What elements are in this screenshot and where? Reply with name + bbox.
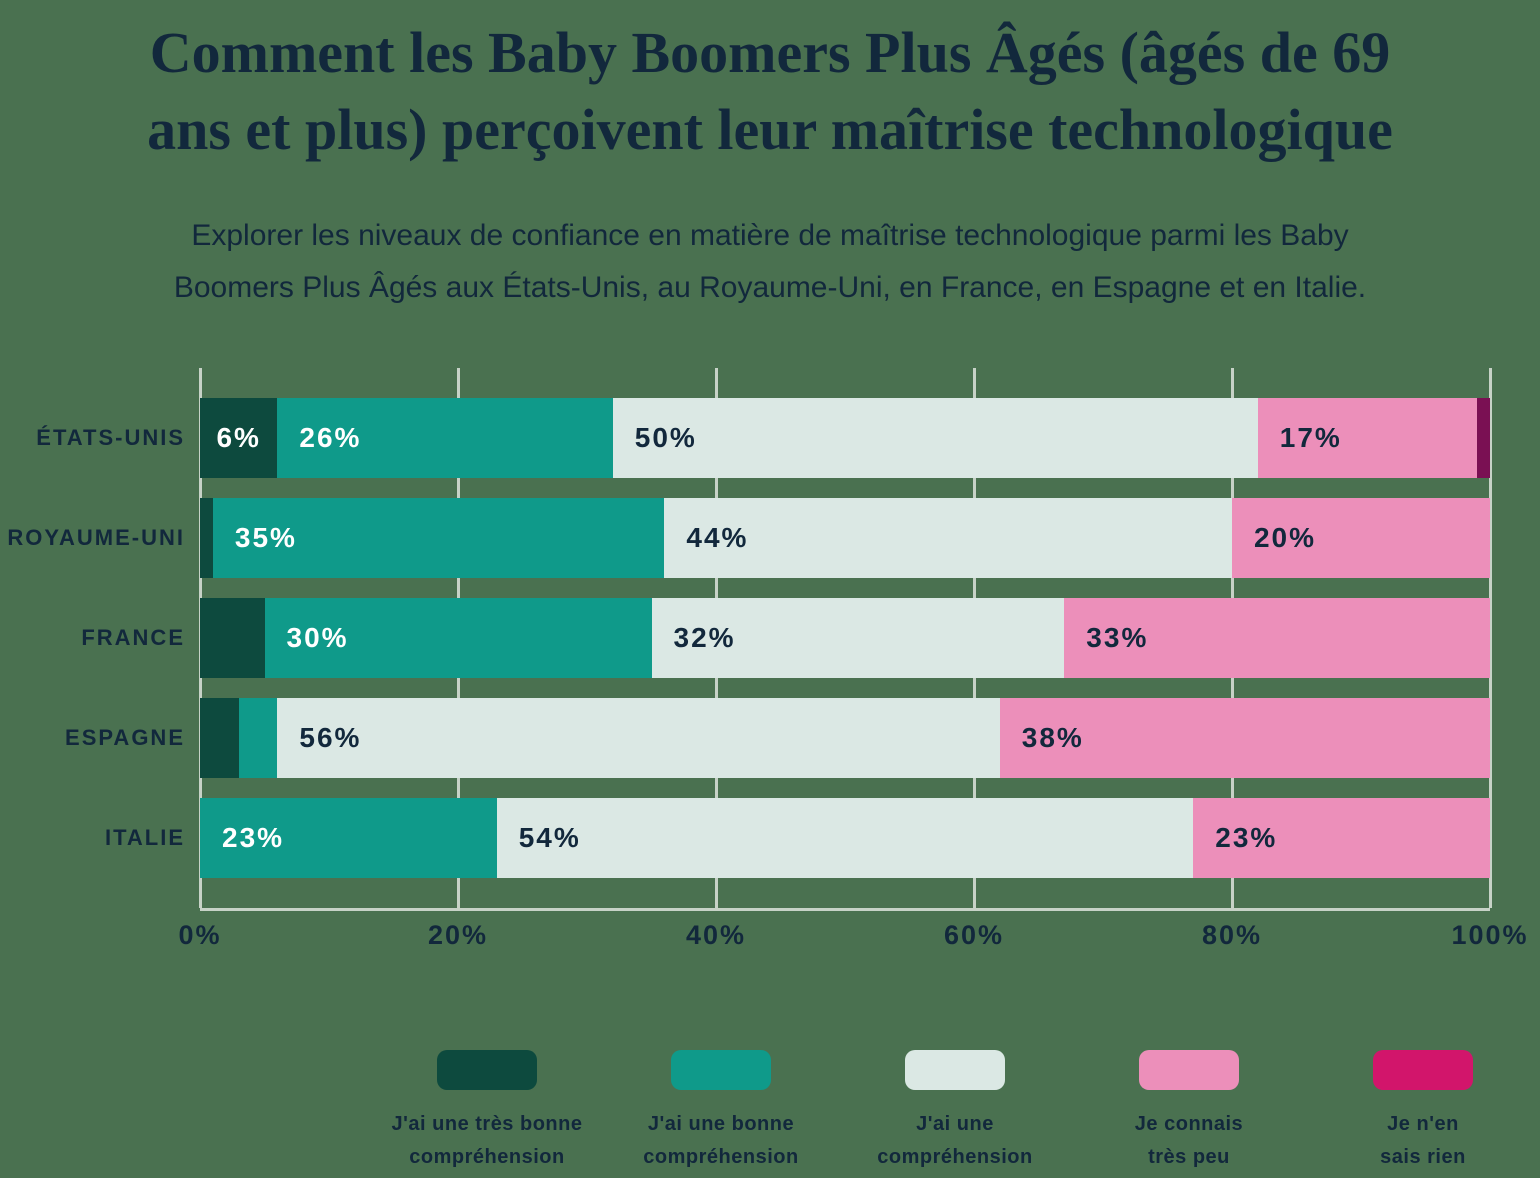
bar-segment	[200, 598, 265, 678]
value-label: 30%	[286, 622, 349, 653]
category-label: ITALIE	[104, 825, 185, 850]
value-label: 23%	[1215, 822, 1278, 853]
bar-segment: 26%	[277, 398, 613, 478]
value-label: 20%	[1253, 522, 1317, 553]
chart-subtitle-line-2: Boomers Plus Âgés aux États-Unis, au Roy…	[173, 271, 1367, 304]
legend-swatch	[905, 1050, 1005, 1090]
chart-title-line-2: ans et plus) perçoivent leur maîtrise te…	[147, 97, 1393, 162]
bar-segment	[1477, 398, 1490, 478]
value-label: 54%	[518, 822, 581, 853]
chart-title: Comment les Baby Boomers Plus Âgés (âgés…	[0, 14, 1540, 168]
category-axis: ÉTATS-UNIS ROYAUME-UNI FRANCE ESPAGNE ITALIE	[0, 368, 185, 908]
bar-segment: 32%	[651, 598, 1065, 678]
value-label: 17%	[1279, 422, 1342, 453]
category-label: ÉTATS-UNIS	[36, 425, 185, 450]
bar-segment	[200, 498, 213, 578]
legend-item: Je connais très peu	[1072, 1050, 1306, 1178]
bar-segment: 56%	[277, 698, 1000, 778]
x-axis-ticks: 0% 20% 40% 60% 80% 100%	[178, 920, 1526, 960]
bar-segment: 23%	[1193, 798, 1490, 878]
bar-segment: 30%	[264, 598, 652, 678]
category-label: FRANCE	[81, 625, 185, 650]
tick-label: 20%	[427, 920, 489, 950]
legend-label: J'ai une bonne compréhension	[643, 1113, 799, 1168]
tick-label: 0%	[178, 920, 222, 950]
bar-segment: 33%	[1064, 598, 1490, 678]
value-label: 50%	[634, 422, 697, 453]
category-label: ROYAUME-UNI	[7, 525, 185, 550]
bar-segment	[200, 698, 239, 778]
bar-segment: 38%	[999, 698, 1490, 778]
bar-segment: 50%	[612, 398, 1258, 478]
value-label: 26%	[299, 422, 362, 453]
value-label: 56%	[299, 722, 362, 753]
category-label: ESPAGNE	[65, 725, 185, 750]
legend-item: J'ai une compréhensionde base	[838, 1050, 1072, 1178]
legend-label: J'ai une compréhensionde base	[877, 1113, 1033, 1168]
value-label: 32%	[673, 622, 736, 653]
gridline	[1489, 368, 1492, 908]
tick-label: 100%	[1451, 920, 1529, 950]
legend-label: Je connais très peu	[1134, 1113, 1244, 1168]
legend-swatch	[671, 1050, 771, 1090]
chart-subtitle: Explorer les niveaux de confiance en mat…	[0, 210, 1540, 314]
tick-label: 80%	[1201, 920, 1263, 950]
legend-label: Je n'en sais rien	[1380, 1113, 1466, 1168]
bar-segment: 6%	[200, 398, 278, 478]
tick-label: 40%	[685, 920, 747, 950]
chart-title-line-1: Comment les Baby Boomers Plus Âgés (âgés…	[149, 20, 1391, 85]
legend-item: Je n'en sais rien	[1306, 1050, 1540, 1178]
value-label: 44%	[686, 522, 749, 553]
bar-row: 30% 32% 33%	[200, 598, 1490, 678]
bar-segment: 20%	[1231, 498, 1490, 578]
legend-swatch	[1373, 1050, 1473, 1090]
value-label: 38%	[1021, 722, 1084, 753]
plot-area: 6% 26% 50% 17% 35% 44% 20% 30% 32% 33% 56% 38% 23% 54…	[199, 368, 1492, 911]
bar-segment: 17%	[1257, 398, 1478, 478]
chart-subtitle-line-1: Explorer les niveaux de confiance en mat…	[191, 219, 1349, 252]
bar-row: 6% 26% 50% 17%	[200, 398, 1490, 478]
legend-swatch	[437, 1050, 537, 1090]
bar-row: 56% 38%	[200, 698, 1490, 778]
legend-label: J'ai une très bonne compréhension	[391, 1113, 583, 1168]
value-label: 35%	[234, 522, 297, 553]
legend-item: J'ai une très bonne compréhension	[370, 1050, 604, 1178]
legend: J'ai une très bonne compréhension J'ai une…	[370, 1050, 1540, 1178]
bar-segment: 54%	[496, 798, 1194, 878]
legend-swatch	[1139, 1050, 1239, 1090]
bar-row: 23% 54% 23%	[200, 798, 1490, 878]
bar-segment: 35%	[212, 498, 665, 578]
tick-label: 60%	[943, 920, 1005, 950]
bar-segment: 44%	[664, 498, 1232, 578]
value-label: 6%	[216, 422, 261, 453]
bar-row: 35% 44% 20%	[200, 498, 1490, 578]
bar-segment	[238, 698, 278, 778]
bar-segment: 23%	[200, 798, 497, 878]
value-label: 33%	[1086, 622, 1149, 653]
legend-item: J'ai une bonne compréhension	[604, 1050, 838, 1178]
value-label: 23%	[222, 822, 285, 853]
